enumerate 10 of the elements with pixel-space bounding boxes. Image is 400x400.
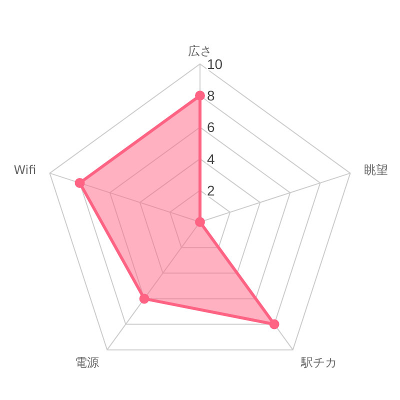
y-tick-label: 4	[207, 150, 215, 167]
spoke-label: 広さ	[188, 44, 212, 58]
y-tick-label: 10	[207, 56, 223, 72]
spoke-label: 駅チカ	[300, 355, 338, 370]
y-tick-label: 6	[207, 119, 215, 136]
spoke-label: Wifi	[14, 162, 36, 177]
y-tick-label: 8	[207, 88, 215, 104]
spoke-label: 眺望	[364, 162, 388, 177]
y-tick-label: 2	[207, 182, 215, 198]
spoke-label: 電源	[74, 355, 99, 370]
